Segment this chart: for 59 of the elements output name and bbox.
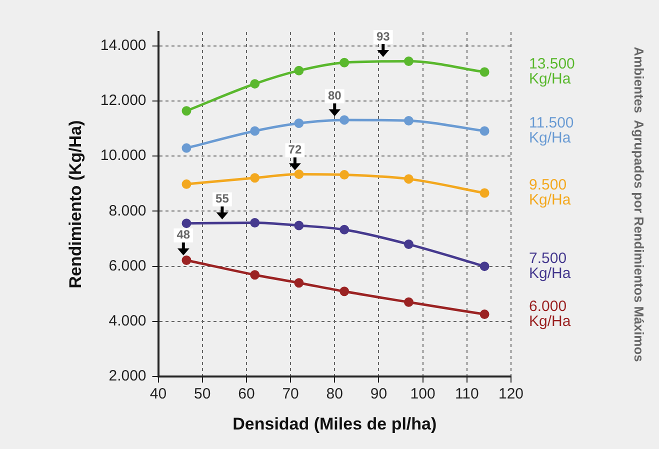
point bbox=[404, 297, 414, 307]
x-axis-title: Densidad (Miles de pl/ha) bbox=[232, 414, 437, 434]
point bbox=[480, 188, 490, 198]
point bbox=[294, 278, 304, 288]
annotation: 93 bbox=[376, 29, 390, 44]
text: 13.500 Kg/Ha bbox=[529, 56, 575, 88]
annotation: 55 bbox=[216, 192, 230, 206]
x-tick-label: 80 bbox=[326, 386, 343, 403]
y-tick-label: 2.000 bbox=[108, 368, 146, 385]
point bbox=[340, 115, 350, 125]
point bbox=[250, 218, 260, 228]
x-tick-label: 50 bbox=[194, 386, 211, 403]
text: 6.000 Kg/Ha bbox=[529, 298, 572, 330]
point bbox=[404, 116, 414, 126]
point bbox=[340, 286, 350, 296]
annotation: 48 bbox=[176, 228, 190, 242]
point bbox=[340, 224, 350, 234]
point bbox=[294, 170, 304, 179]
x-tick-label: 60 bbox=[238, 386, 255, 403]
point bbox=[480, 126, 490, 136]
point bbox=[294, 220, 304, 230]
point bbox=[294, 118, 304, 128]
x-tick-label: 70 bbox=[282, 386, 299, 403]
point bbox=[480, 310, 490, 320]
y-tick-label: 8.000 bbox=[108, 202, 146, 220]
point bbox=[182, 256, 192, 266]
y-tick-label: 12.000 bbox=[100, 92, 146, 110]
point bbox=[404, 56, 414, 66]
text: 7.500 Kg/Ha bbox=[529, 250, 572, 282]
annotation: 80 bbox=[328, 88, 342, 103]
point bbox=[294, 66, 304, 76]
point bbox=[480, 67, 490, 77]
x-tick-label: 90 bbox=[370, 386, 388, 403]
legend-title: Ambientes Agrupados por Rendimientos Máximos bbox=[631, 46, 646, 362]
point bbox=[404, 240, 414, 250]
point bbox=[182, 143, 192, 153]
x-tick-label: 110 bbox=[454, 386, 479, 403]
point bbox=[340, 58, 350, 68]
text: 9.500 Kg/Ha bbox=[529, 176, 572, 209]
point bbox=[340, 170, 350, 180]
point bbox=[250, 79, 260, 89]
x-tick-label: 40 bbox=[150, 386, 167, 403]
y-tick-label: 6.000 bbox=[108, 257, 146, 274]
annotation: 72 bbox=[288, 142, 302, 157]
point bbox=[182, 106, 192, 116]
point bbox=[182, 218, 192, 228]
y-tick-label: 14.000 bbox=[100, 36, 146, 54]
point bbox=[480, 262, 490, 272]
point bbox=[404, 174, 414, 184]
x-tick-label: 120 bbox=[498, 386, 524, 403]
y-tick-label: 10.000 bbox=[100, 147, 146, 164]
x-tick-label: 100 bbox=[410, 386, 436, 403]
point bbox=[182, 179, 192, 189]
point bbox=[250, 126, 260, 136]
text: 11.500 Kg/Ha bbox=[529, 114, 574, 147]
y-axis-title: Rendimiento (Kg/Ha) bbox=[66, 120, 85, 288]
point bbox=[250, 173, 260, 183]
point bbox=[250, 270, 260, 280]
y-tick-label: 4.000 bbox=[108, 312, 146, 330]
